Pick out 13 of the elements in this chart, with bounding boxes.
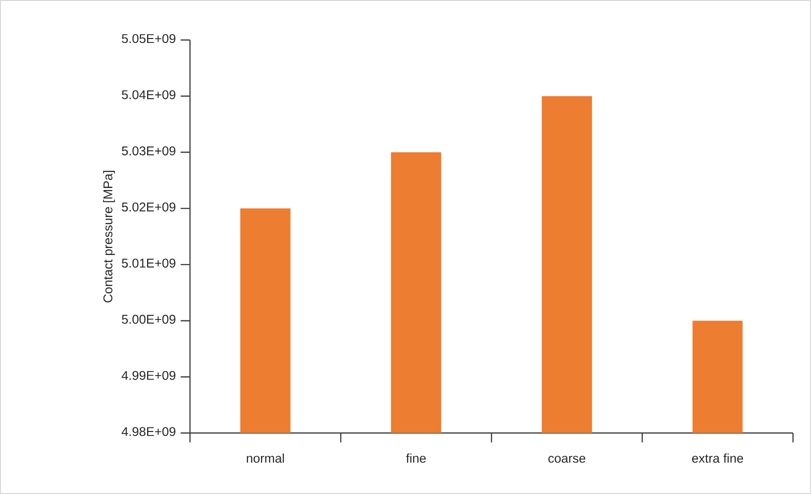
x-tick-label: coarse bbox=[548, 456, 586, 463]
x-tick-label: fine bbox=[406, 453, 426, 463]
y-tick-label: 4.99E+09 bbox=[122, 370, 176, 380]
y-tick-label: 5.01E+09 bbox=[122, 258, 176, 268]
y-tick-label: 5.04E+09 bbox=[122, 90, 176, 100]
x-tick-label: extra fine bbox=[692, 453, 744, 463]
y-tick-label: 5.05E+09 bbox=[122, 34, 176, 44]
y-tick-label: 5.03E+09 bbox=[122, 146, 176, 156]
y-tick-label: 5.00E+09 bbox=[122, 314, 176, 324]
y-axis-title: Contact pressure [MPa] bbox=[103, 170, 115, 302]
y-tick-label: 4.98E+09 bbox=[122, 427, 176, 436]
y-tick-label: 5.02E+09 bbox=[122, 202, 176, 212]
x-tick-label: normal bbox=[246, 453, 284, 463]
